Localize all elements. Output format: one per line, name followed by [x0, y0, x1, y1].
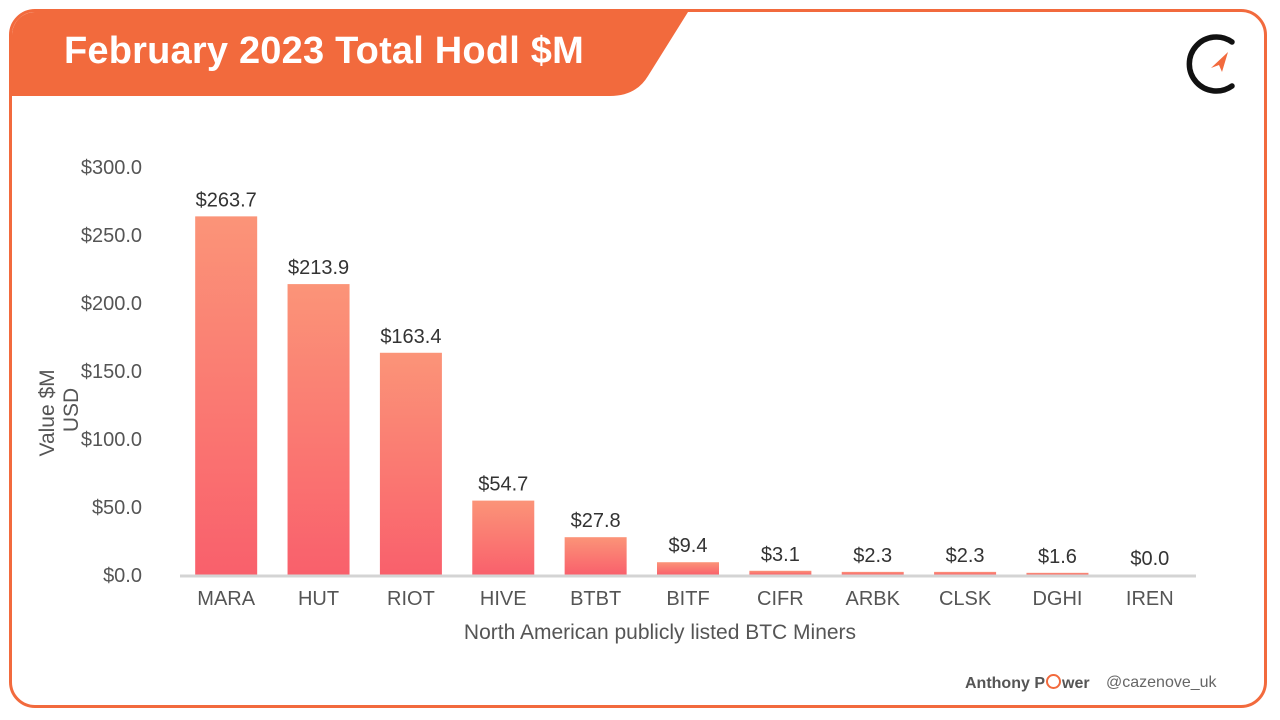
bar-btbt [564, 537, 627, 575]
chart-title: February 2023 Total Hodl $M [64, 30, 584, 72]
x-tick-label: IREN [1126, 588, 1174, 610]
author-name-part2: wer [1062, 675, 1090, 692]
data-label-bitf: $9.4 [669, 535, 708, 557]
bar-riot [379, 352, 442, 575]
y-tick-label: $300.0 [81, 157, 142, 179]
data-label-cifr: $3.1 [761, 544, 800, 566]
y-axis: $0.0 $50.0 $100.0 $150.0 $200.0 $250.0 $300.0 [81, 157, 142, 587]
data-label-arbk: $2.3 [853, 545, 892, 567]
data-label-mara: $263.7 [196, 189, 257, 211]
bar-clsk [934, 571, 997, 575]
data-label-iren: $0.0 [1130, 548, 1169, 570]
y-tick-label: $150.0 [81, 361, 142, 383]
bar-dghi [1026, 572, 1089, 575]
bar-arbk [841, 571, 904, 575]
bar-hut [287, 284, 350, 575]
data-label-clsk: $2.3 [946, 545, 985, 567]
twitter-handle: @cazenove_uk [1106, 674, 1217, 691]
x-tick-label: MARA [197, 588, 255, 610]
y-axis-label: Value $M USD [36, 363, 83, 456]
x-tick-label: CIFR [757, 588, 804, 610]
x-tick-label: BITF [666, 588, 709, 610]
author-name-part1: Anthony P [965, 675, 1045, 692]
bar-cifr [749, 570, 812, 575]
y-tick-label: $50.0 [92, 497, 142, 519]
title-banner: February 2023 Total Hodl $M [12, 12, 690, 96]
y-tick-label: $200.0 [81, 293, 142, 315]
data-label-hut: $213.9 [288, 257, 349, 279]
bars: $263.7 $213.9 $163.4 $54.7 $27.8 $9.4 $3.1 $2.3… [195, 189, 1169, 576]
x-tick-label: ARBK [845, 588, 900, 610]
title-banner-shape [12, 12, 688, 96]
x-tick-label: BTBT [570, 588, 621, 610]
x-tick-label: CLSK [939, 588, 992, 610]
data-label-hive: $54.7 [478, 474, 528, 496]
y-axis-label-line-1: Value $M [36, 369, 59, 456]
bar-bitf [657, 562, 719, 575]
cazenove-logo-icon [1186, 34, 1235, 94]
x-tick-label: HUT [298, 588, 339, 610]
y-tick-label: $100.0 [81, 429, 142, 451]
data-label-dghi: $1.6 [1038, 546, 1077, 568]
y-tick-label: $0.0 [103, 565, 142, 587]
x-tick-label: RIOT [387, 588, 435, 610]
y-tick-label: $250.0 [81, 225, 142, 247]
data-label-btbt: $27.8 [571, 510, 621, 532]
data-label-riot: $163.4 [380, 326, 441, 348]
bar-mara [195, 216, 258, 576]
bar-hive [472, 500, 535, 575]
author-o-ring-icon [1046, 674, 1061, 689]
x-tick-label: DGHI [1032, 588, 1082, 610]
author-credit: Anthony P wer [965, 674, 1090, 693]
x-tick-label: HIVE [480, 588, 527, 610]
x-axis: MARA HUT RIOT HIVE BTBT BITF CIFR ARBK CLSK DGHI I… [180, 574, 1196, 610]
x-axis-label: North American publicly listed BTC Miner… [464, 621, 856, 644]
y-axis-label-line-2: USD [60, 388, 83, 432]
